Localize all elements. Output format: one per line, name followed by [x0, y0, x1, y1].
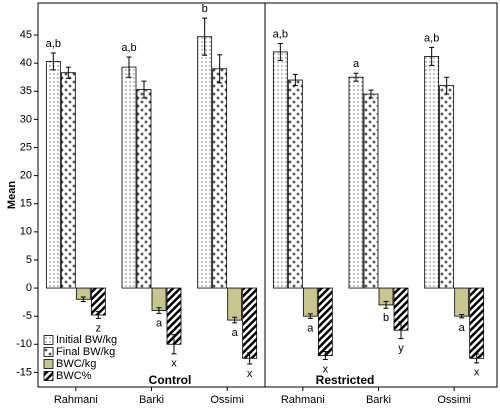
legend-label: BWC/kg — [56, 358, 96, 370]
error-bar — [80, 296, 86, 303]
error-bar — [429, 46, 435, 66]
x-tick-label: Rahmani — [54, 394, 98, 406]
significance-label: a,b — [424, 32, 439, 44]
y-tick-label: 5 — [26, 254, 32, 266]
bar — [227, 287, 243, 321]
legend-swatch — [43, 359, 54, 369]
significance-label: b — [383, 312, 389, 324]
error-bar — [65, 66, 71, 79]
error-bar — [307, 313, 313, 319]
significance-label: a,b — [46, 38, 61, 50]
x-tick-label: Barki — [139, 394, 164, 406]
legend-label: BWC% — [56, 370, 92, 382]
y-tick-label: -15 — [16, 366, 32, 378]
plot-frame — [37, 2, 498, 388]
error-bar — [171, 334, 177, 355]
significance-label: a — [307, 322, 314, 334]
error-bar — [474, 353, 480, 364]
bar — [121, 66, 137, 289]
bar — [287, 79, 303, 289]
y-tick-label: -5 — [22, 310, 32, 322]
bar — [45, 61, 61, 289]
legend-swatch — [43, 335, 54, 345]
significance-label: a — [459, 322, 466, 334]
error-bar — [292, 73, 298, 87]
bar — [469, 287, 485, 359]
significance-label: x — [323, 363, 329, 375]
y-axis-label: Mean — [6, 181, 18, 209]
bar — [136, 89, 152, 289]
y-tick-label: 0 — [26, 282, 32, 294]
error-bar — [50, 52, 56, 71]
significance-label: a — [353, 58, 360, 70]
y-tick-label: -10 — [16, 338, 32, 350]
error-bar — [202, 17, 208, 56]
bar — [90, 287, 106, 316]
significance-label: b — [202, 3, 208, 15]
y-tick-label: 25 — [20, 141, 32, 153]
legend-swatch — [43, 347, 54, 357]
bar — [363, 93, 379, 289]
bar — [242, 287, 258, 359]
significance-label: a,b — [273, 28, 288, 40]
y-tick-label: 40 — [20, 57, 32, 69]
significance-label: z — [96, 322, 102, 334]
significance-label: x — [171, 358, 177, 370]
x-tick-label: Rahmani — [281, 394, 325, 406]
error-bar — [353, 72, 359, 82]
x-tick-label: Barki — [366, 394, 391, 406]
error-bar — [398, 321, 404, 340]
bar — [302, 287, 318, 317]
error-bar — [383, 301, 389, 309]
x-tick-label: Ossimi — [437, 394, 471, 406]
y-tick-label: 35 — [20, 85, 32, 97]
y-tick-label: 15 — [20, 198, 32, 210]
bar — [454, 287, 470, 317]
y-tick-label: 20 — [20, 170, 32, 182]
bar — [197, 36, 213, 289]
bar — [439, 85, 455, 289]
significance-label: x — [474, 367, 480, 379]
bar — [317, 287, 333, 356]
legend-swatch — [43, 371, 54, 381]
y-tick-label: 10 — [20, 226, 32, 238]
legend-label: Final BW/kg — [56, 346, 115, 358]
error-bar — [217, 54, 223, 84]
error-bar — [141, 80, 147, 99]
error-bar — [156, 307, 162, 314]
error-bar — [232, 316, 238, 324]
error-bar — [444, 76, 450, 95]
bar — [348, 76, 364, 289]
x-tick-label: Ossimi — [210, 394, 244, 406]
y-tick-label: 45 — [20, 29, 32, 41]
significance-label: a — [156, 317, 163, 329]
significance-label: x — [247, 368, 253, 380]
error-bar — [95, 311, 101, 319]
error-bar — [126, 56, 132, 78]
error-bar — [277, 42, 283, 61]
panel-title: Control — [149, 373, 192, 387]
error-bar — [322, 351, 328, 360]
bar — [424, 56, 440, 289]
error-bar — [459, 313, 465, 319]
significance-label: a,b — [121, 42, 136, 54]
error-bar — [247, 352, 253, 365]
panel-title: Restricted — [316, 373, 375, 387]
y-tick-label: 30 — [20, 113, 32, 125]
significance-label: y — [398, 343, 404, 355]
bar — [151, 287, 167, 311]
legend-label: Initial BW/kg — [56, 334, 117, 346]
significance-label: a — [232, 327, 239, 339]
bar — [212, 68, 228, 289]
error-bar — [368, 89, 374, 99]
bar — [60, 72, 76, 289]
bar — [272, 51, 288, 289]
